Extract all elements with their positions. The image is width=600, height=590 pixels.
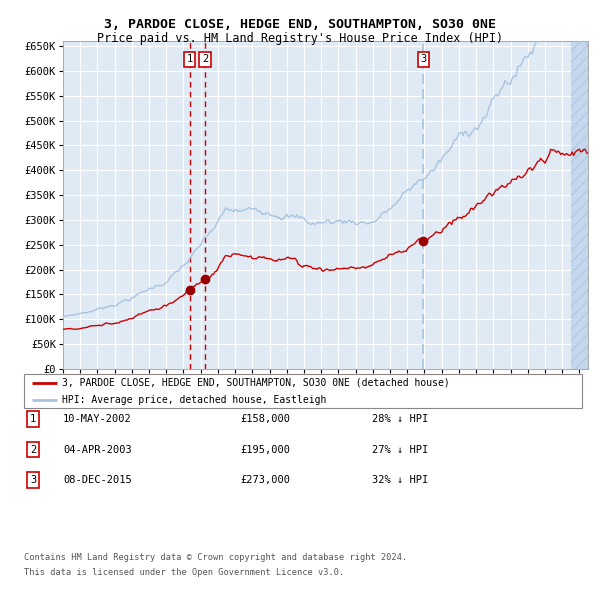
Text: 32% ↓ HPI: 32% ↓ HPI <box>372 476 428 485</box>
Text: This data is licensed under the Open Government Licence v3.0.: This data is licensed under the Open Gov… <box>24 568 344 577</box>
Text: 3: 3 <box>30 476 36 485</box>
Bar <box>571 41 588 369</box>
Text: Price paid vs. HM Land Registry's House Price Index (HPI): Price paid vs. HM Land Registry's House … <box>97 32 503 45</box>
FancyBboxPatch shape <box>24 374 582 408</box>
Text: 2: 2 <box>202 54 208 64</box>
Text: 08-DEC-2015: 08-DEC-2015 <box>63 476 132 485</box>
Text: 3, PARDOE CLOSE, HEDGE END, SOUTHAMPTON, SO30 0NE (detached house): 3, PARDOE CLOSE, HEDGE END, SOUTHAMPTON,… <box>62 378 449 388</box>
Text: 1: 1 <box>187 54 193 64</box>
Text: 28% ↓ HPI: 28% ↓ HPI <box>372 414 428 424</box>
Text: Contains HM Land Registry data © Crown copyright and database right 2024.: Contains HM Land Registry data © Crown c… <box>24 553 407 562</box>
Text: 3: 3 <box>421 54 427 64</box>
Text: 3, PARDOE CLOSE, HEDGE END, SOUTHAMPTON, SO30 0NE: 3, PARDOE CLOSE, HEDGE END, SOUTHAMPTON,… <box>104 18 496 31</box>
Text: 04-APR-2003: 04-APR-2003 <box>63 445 132 454</box>
Text: 1: 1 <box>30 414 36 424</box>
Text: £158,000: £158,000 <box>240 414 290 424</box>
Text: £195,000: £195,000 <box>240 445 290 454</box>
Text: HPI: Average price, detached house, Eastleigh: HPI: Average price, detached house, East… <box>62 395 326 405</box>
Text: 27% ↓ HPI: 27% ↓ HPI <box>372 445 428 454</box>
Text: 2: 2 <box>30 445 36 454</box>
Text: 10-MAY-2002: 10-MAY-2002 <box>63 414 132 424</box>
Text: £273,000: £273,000 <box>240 476 290 485</box>
